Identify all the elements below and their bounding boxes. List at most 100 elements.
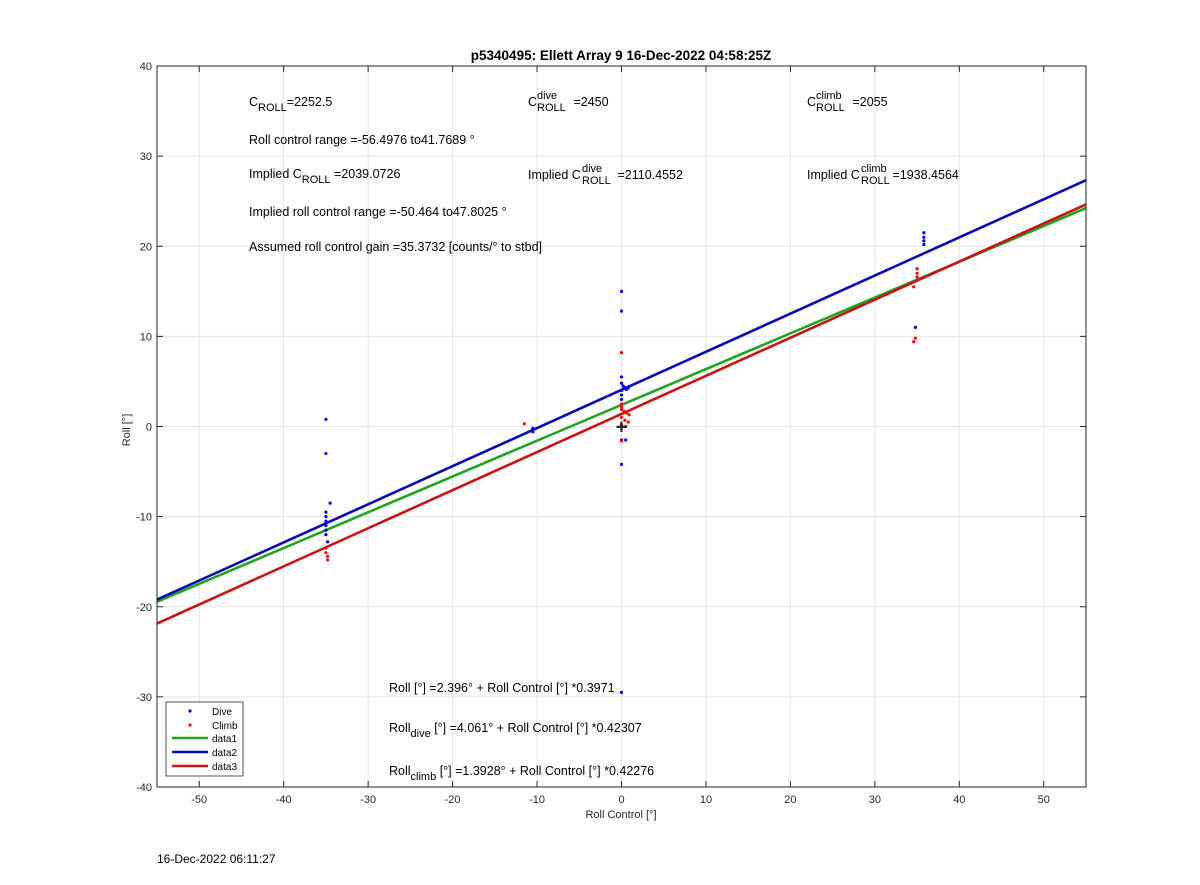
y-axis-label: Roll [°] xyxy=(121,414,133,447)
legend-climb-marker xyxy=(188,723,192,727)
point-dive xyxy=(324,519,328,523)
fit-equation-climb: Rollclimb [°] =1.3928° + Roll Control [°… xyxy=(389,764,654,783)
point-climb xyxy=(619,423,624,427)
roll-control-gain: Assumed roll control gain =35.3732 [coun… xyxy=(249,240,542,254)
point-climb xyxy=(624,424,628,429)
x-tick-label: -10 xyxy=(529,794,545,806)
legend-climb-label: Climb xyxy=(212,721,238,732)
legend: Dive Climb data1 data2 data3 xyxy=(165,701,244,777)
point-dive xyxy=(913,325,918,329)
point-dive xyxy=(324,524,328,528)
x-axis-label: Roll Control [°] xyxy=(585,809,656,821)
point-climb xyxy=(626,420,630,424)
point-dive xyxy=(922,235,926,239)
c-roll-climb-annotation: Cclimb ROLL =2055 xyxy=(807,90,888,114)
y-tick-label: -10 xyxy=(136,512,152,524)
legend-dive-label: Dive xyxy=(212,707,232,718)
figure-timestamp: 16-Dec-2022 06:11:27 xyxy=(157,852,276,866)
c-roll-annotation: CROLL=2252.5 xyxy=(249,95,332,114)
point-dive xyxy=(324,533,328,537)
point-climb xyxy=(624,411,629,415)
point-dive xyxy=(531,426,535,430)
point-climb xyxy=(912,285,916,289)
y-tick-label: -30 xyxy=(136,692,152,704)
point-climb xyxy=(324,551,328,555)
y-tick-label: 10 xyxy=(140,331,152,343)
point-climb xyxy=(912,340,916,344)
fit-line-data3 xyxy=(157,203,1086,625)
x-tick-label: -50 xyxy=(191,794,207,806)
legend-data1-label: data1 xyxy=(212,734,237,745)
y-tick-label: 30 xyxy=(140,151,152,163)
point-dive xyxy=(324,528,328,532)
point-climb xyxy=(619,405,624,409)
implied-roll-range: Implied roll control range =-50.464 to47… xyxy=(249,205,507,219)
point-climb xyxy=(915,275,919,279)
point-climb xyxy=(619,407,624,411)
x-tick-label: -30 xyxy=(360,794,376,806)
point-dive xyxy=(324,510,328,514)
point-climb xyxy=(619,402,624,406)
point-climb xyxy=(627,413,631,417)
point-dive xyxy=(619,309,624,313)
axes-box xyxy=(156,65,1087,788)
point-dive xyxy=(619,690,624,694)
point-climb xyxy=(619,350,624,355)
point-dive xyxy=(531,430,535,434)
point-dive xyxy=(624,438,628,442)
c-roll-dive-annotation: Cdive ROLL =2450 xyxy=(528,90,609,114)
point-dive xyxy=(324,515,328,519)
x-tick-label: -40 xyxy=(276,794,292,806)
legend-data3-label: data3 xyxy=(212,762,237,773)
point-climb xyxy=(622,409,626,413)
point-climb xyxy=(522,422,526,426)
x-axis-ticks: -50 -40 -30 -20 -10 0 10 20 30 40 50 xyxy=(191,66,1050,806)
y-tick-label: -40 xyxy=(136,782,152,794)
x-tick-label: 30 xyxy=(869,794,881,806)
point-climb xyxy=(623,418,627,422)
x-tick-label: 50 xyxy=(1038,794,1050,806)
point-dive xyxy=(324,417,328,421)
point-climb xyxy=(324,546,328,550)
implied-c-roll: Implied CROLL =2039.0726 xyxy=(249,167,400,186)
point-dive xyxy=(328,501,332,505)
implied-c-roll-dive: Implied Cdive ROLL =2110.4552 xyxy=(528,163,683,187)
x-tick-label: 0 xyxy=(618,794,624,806)
point-dive xyxy=(324,451,328,456)
fit-equation-all: Roll [°] =2.396° + Roll Control [°] *0.3… xyxy=(389,681,615,695)
point-dive xyxy=(922,239,926,243)
point-climb xyxy=(619,415,624,420)
point-dive xyxy=(619,397,624,402)
point-climb xyxy=(325,558,330,562)
point-climb xyxy=(915,267,919,271)
point-climb xyxy=(619,439,624,443)
point-dive xyxy=(619,388,624,393)
point-dive xyxy=(619,289,624,293)
x-tick-label: 20 xyxy=(784,794,796,806)
point-climb xyxy=(915,271,919,275)
point-climb xyxy=(325,554,330,558)
point-dive xyxy=(619,381,624,385)
legend-data2-label: data2 xyxy=(212,748,237,759)
x-tick-label: -20 xyxy=(445,794,461,806)
point-dive xyxy=(619,462,624,466)
fit-equation-dive: Rolldive [°] =4.061° + Roll Control [°] … xyxy=(389,721,642,740)
legend-dive-marker xyxy=(188,709,192,713)
implied-c-roll-climb: Implied Cclimb ROLL =1938.4564 xyxy=(807,163,959,187)
point-dive xyxy=(619,375,624,379)
roll-control-range: Roll control range =-56.4976 to41.7689 ° xyxy=(249,133,475,147)
point-dive xyxy=(626,386,630,390)
x-tick-label: 40 xyxy=(953,794,965,806)
y-tick-label: -20 xyxy=(136,602,152,614)
y-tick-label: 20 xyxy=(140,241,152,253)
chart-title: p5340495: Ellett Array 9 16-Dec-2022 04:… xyxy=(471,48,771,63)
point-climb xyxy=(913,336,918,340)
point-dive xyxy=(325,540,330,544)
point-dive xyxy=(619,393,624,397)
y-axis-ticks: -40 -30 -20 -10 0 10 20 30 40 xyxy=(136,61,1086,794)
point-dive xyxy=(922,231,926,235)
y-tick-label: 40 xyxy=(140,61,152,73)
x-tick-label: 10 xyxy=(700,794,712,806)
point-dive xyxy=(922,242,926,247)
